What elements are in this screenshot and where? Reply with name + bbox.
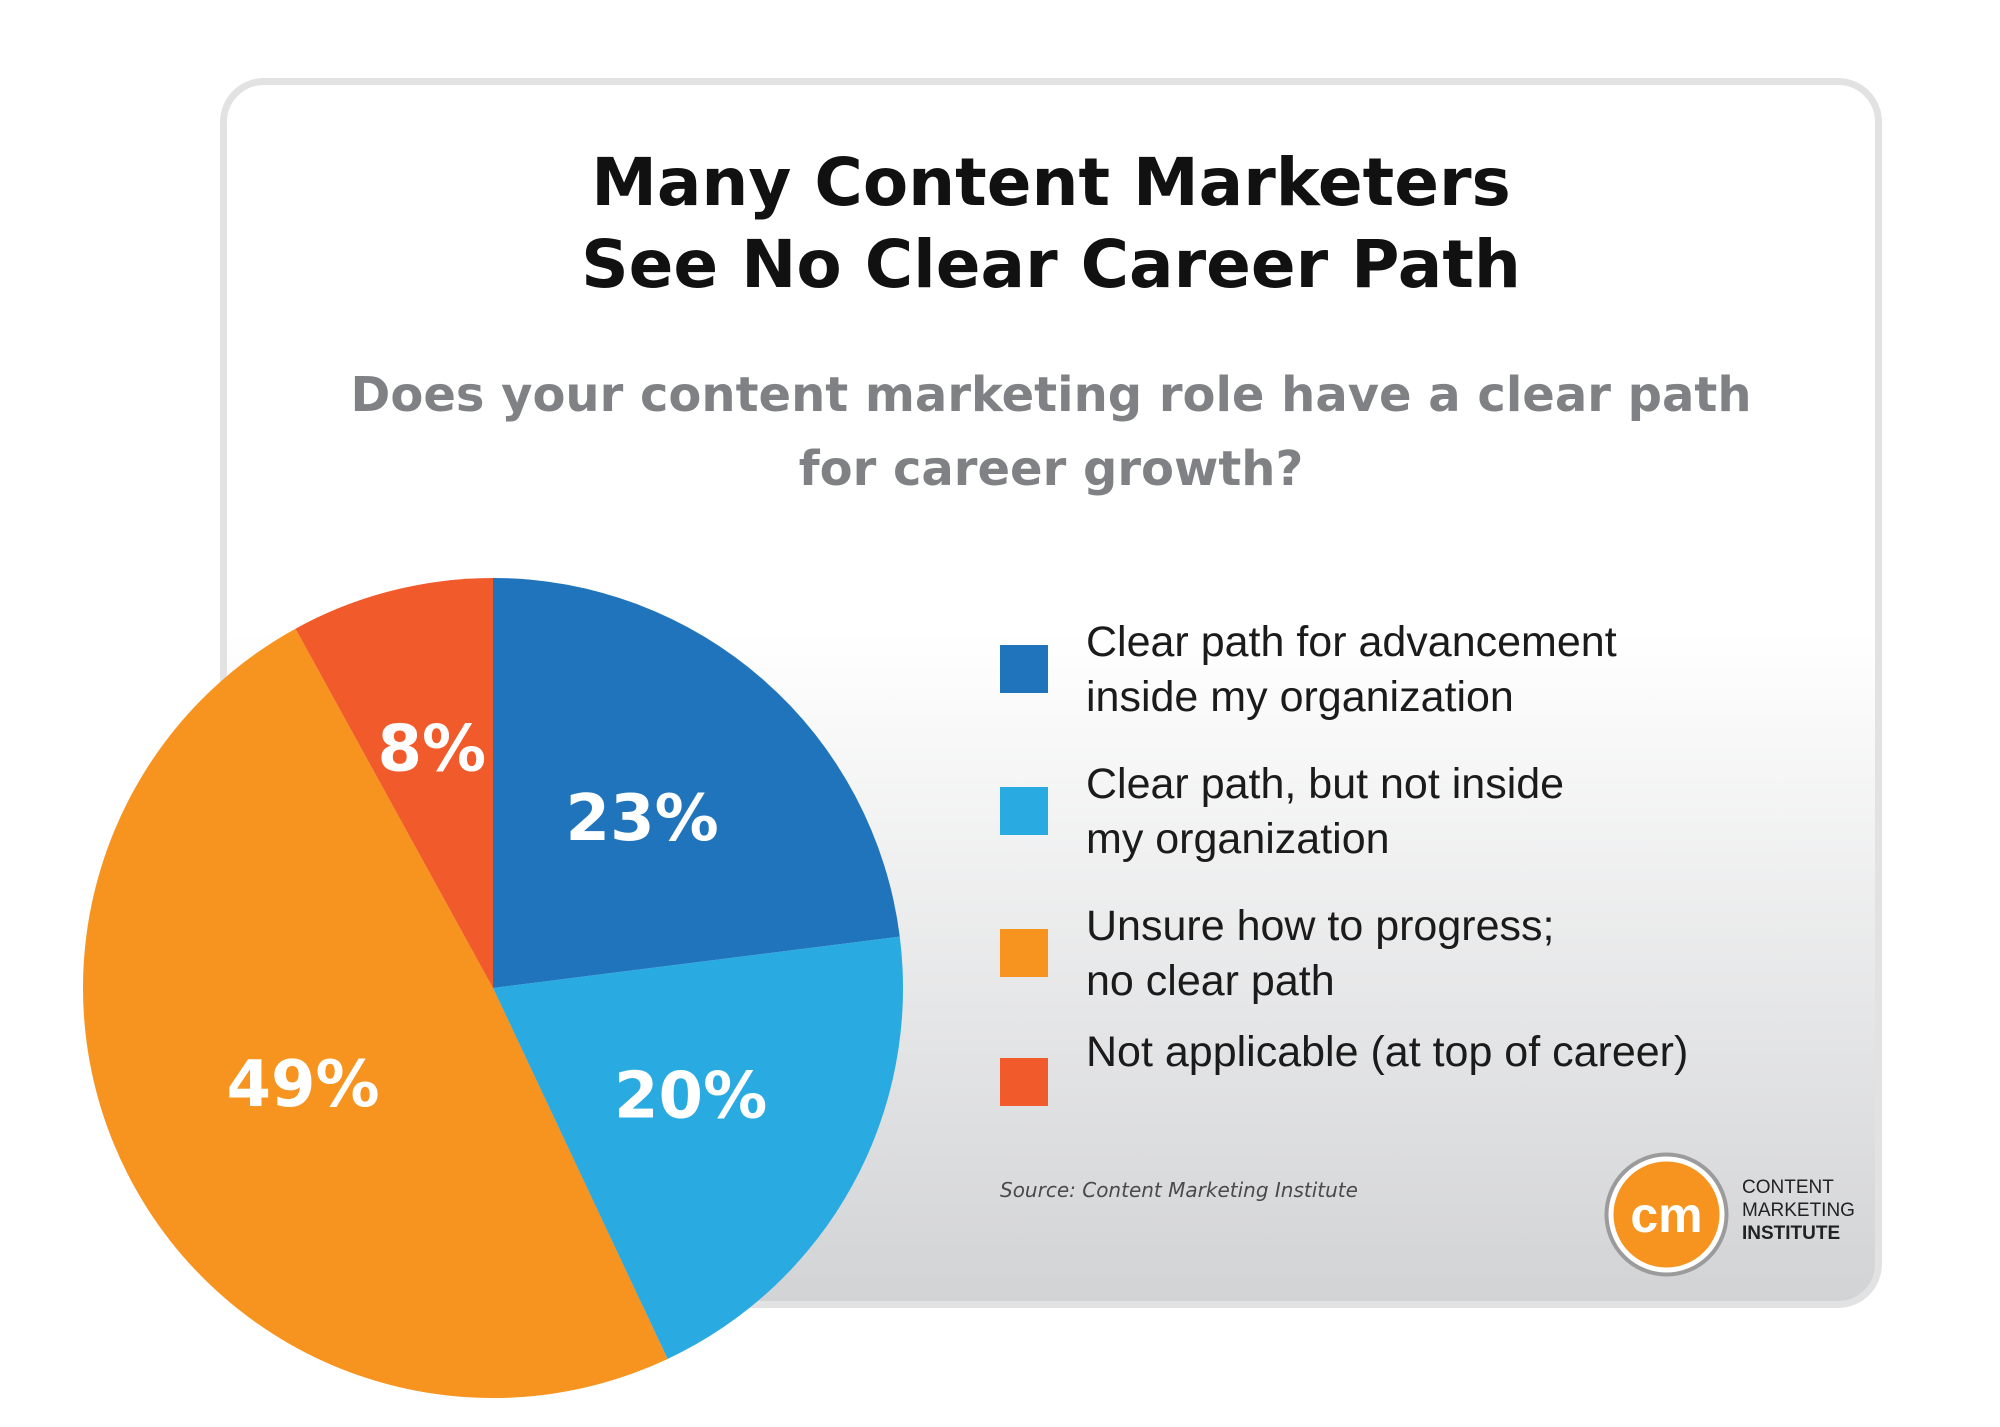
chart-title-line-2: See No Clear Career Path bbox=[581, 226, 1521, 303]
legend-label: Clear path for advancement inside my org… bbox=[1086, 615, 1846, 725]
chart-subtitle-line-1: Does your content marketing role have a … bbox=[350, 367, 1752, 423]
legend-swatch bbox=[1000, 1058, 1048, 1106]
pie-slice-clear-inside bbox=[493, 578, 900, 988]
legend-swatch bbox=[1000, 645, 1048, 693]
slice-value-label-not-applicable: 8% bbox=[377, 713, 486, 787]
legend-swatch bbox=[1000, 929, 1048, 977]
chart-title: Many Content Marketers See No Clear Care… bbox=[220, 142, 1882, 306]
cmi-logo-icon: cm bbox=[1604, 1152, 1729, 1277]
chart-subtitle-line-2: for career growth? bbox=[798, 441, 1304, 497]
legend-label: Unsure how to progress; no clear path bbox=[1086, 899, 1846, 1009]
legend-swatch bbox=[1000, 787, 1048, 835]
legend-label-line: no clear path bbox=[1086, 957, 1335, 1005]
legend-label-line: Clear path for advancement bbox=[1086, 618, 1617, 666]
logo-mark: cm bbox=[1630, 1187, 1702, 1243]
slice-value-label-clear-inside: 23% bbox=[566, 782, 719, 856]
legend-label: Not applicable (at top of career) bbox=[1086, 1025, 1846, 1080]
legend-label-line: Not applicable (at top of career) bbox=[1086, 1028, 1689, 1076]
slice-value-label-unsure: 49% bbox=[226, 1048, 379, 1122]
logo-word: CONTENT bbox=[1742, 1177, 1834, 1198]
legend-label-line: Clear path, but not inside bbox=[1086, 760, 1565, 808]
pie-slice-clear-outside bbox=[493, 936, 903, 1359]
pie-slice-unsure bbox=[82, 628, 668, 1399]
logo-word: MARKETING bbox=[1742, 1200, 1855, 1221]
logo-wordmark: CONTENT MARKETING INSTITUTE bbox=[1742, 1176, 1855, 1245]
logo-word: INSTITUTE bbox=[1742, 1223, 1841, 1244]
legend-label-line: inside my organization bbox=[1086, 673, 1514, 721]
chart-title-line-1: Many Content Marketers bbox=[591, 144, 1511, 221]
chart-subtitle: Does your content marketing role have a … bbox=[320, 358, 1782, 506]
source-note: Source: Content Marketing Institute bbox=[1000, 1178, 1358, 1202]
legend-label: Clear path, but not inside my organizati… bbox=[1086, 757, 1846, 867]
legend-label-line: Unsure how to progress; bbox=[1086, 902, 1555, 950]
legend-label-line: my organization bbox=[1086, 815, 1390, 863]
pie-slice-not-applicable bbox=[295, 578, 493, 988]
slice-value-label-clear-outside: 20% bbox=[614, 1060, 767, 1134]
